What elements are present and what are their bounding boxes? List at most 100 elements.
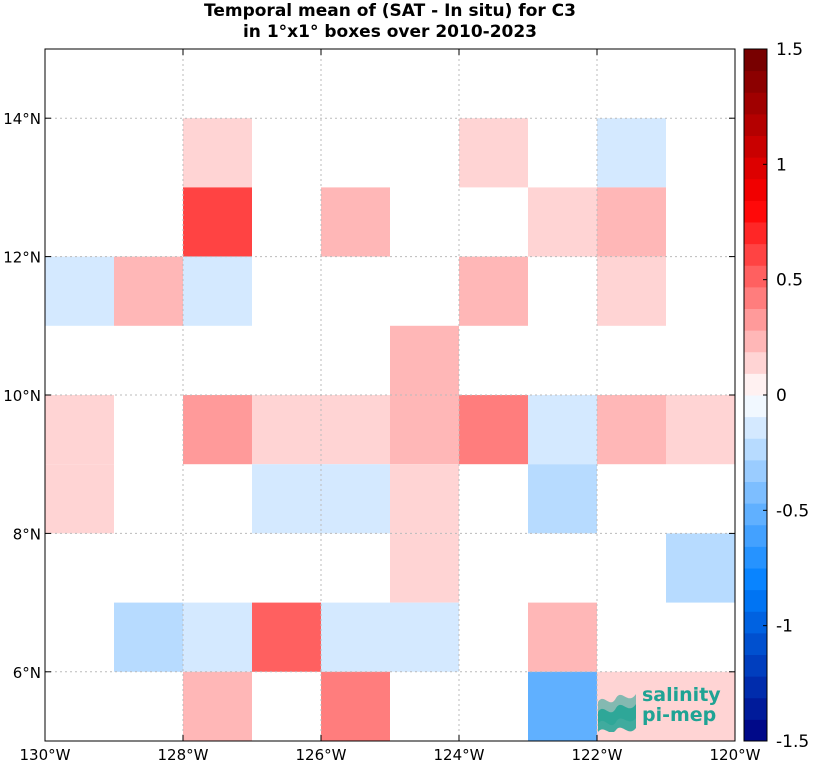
x-axis: 130°W 128°W 126°W 124°W 122°W 120°W [20,49,761,763]
colorbar-tick-label: 1 [776,155,787,175]
colorbar-segment [744,113,767,136]
x-tick-label: 130°W [20,746,71,763]
colorbar-segment [744,395,767,418]
colorbar-segment [744,481,767,504]
heatmap-cell [183,256,252,326]
chart-subtitle: in 1°x1° boxes over 2010-2023 [242,22,538,42]
heatmap-cell [390,602,459,672]
heatmap-cell [183,602,252,672]
heatmap-cell [597,395,666,465]
heatmap-cell [321,464,390,534]
heatmap-cell [252,395,321,465]
colorbar-tick-label: -0.5 [776,501,809,521]
colorbar-segment [744,200,767,223]
heatmap-cell [114,602,183,672]
colorbar-segment [744,524,767,547]
heatmap-cell [459,395,528,465]
heatmap-cell [666,671,735,741]
colorbar-segment [744,265,767,288]
heatmap-cell [528,395,597,465]
colorbar: 1.5 1 0.5 0 -0.5 -1 -1.5 [743,40,809,752]
colorbar-segment [744,676,767,699]
heatmap-cell [321,187,390,257]
colorbar-segment [744,654,767,677]
heatmap-cell [183,671,252,741]
colorbar-segment [744,503,767,526]
heatmap-cell [114,256,183,326]
colorbar-segment [744,351,767,374]
colorbar-segment [744,459,767,482]
colorbar-segment [744,568,767,591]
heatmap-cell [252,602,321,672]
heatmap-cell [597,118,666,188]
x-tick-label: 124°W [434,746,485,763]
heatmap-cell [528,187,597,257]
heatmap-cell [390,533,459,603]
heatmap-cell [459,118,528,188]
x-tick-label: 128°W [158,746,209,763]
y-axis: 6°N 8°N 10°N 12°N 14°N [3,110,735,682]
heatmap-cell [528,671,597,741]
colorbar-segment [744,719,767,742]
colorbar-segment [744,70,767,93]
chart-title: Temporal mean of (SAT - In situ) for C3 [204,1,576,21]
colorbar-segment [744,308,767,331]
logo-text-salinity: salinity [642,684,721,706]
heatmap-cell [45,256,114,326]
grid-lines [45,49,735,741]
colorbar-segment [744,373,767,396]
heatmap-cell [45,395,114,465]
colorbar-segment [744,589,767,612]
heatmap-cell [321,602,390,672]
y-tick-label: 8°N [13,525,41,543]
colorbar-segment [744,92,767,115]
x-tick-label: 126°W [296,746,347,763]
logo-text-pi-mep: pi-mep [642,704,717,726]
colorbar-segment [744,135,767,158]
colorbar-segment [744,416,767,439]
salinity-pi-mep-logo: salinity pi-mep [596,684,722,732]
heatmap-cell [321,671,390,741]
colorbar-segment [744,546,767,569]
heatmap-cell [597,187,666,257]
colorbar-segment [744,49,767,72]
heatmap-cells [45,118,735,741]
y-tick-label: 12°N [3,249,41,267]
x-tick-label: 120°W [710,746,761,763]
wave-logo-icon [598,694,636,732]
y-tick-label: 10°N [3,387,41,405]
heatmap-cell [666,533,735,603]
colorbar-segment [744,697,767,720]
colorbar-segment [744,611,767,634]
y-tick-label: 6°N [13,664,41,682]
heatmap-cell [666,395,735,465]
heatmap-cell [45,464,114,534]
heatmap-cell [321,395,390,465]
heatmap-cell [528,602,597,672]
heatmap-cell [183,395,252,465]
colorbar-segment [744,222,767,245]
colorbar-segment [744,330,767,353]
colorbar-tick-label: -1.5 [776,732,809,752]
colorbar-segment [744,178,767,201]
y-tick-label: 14°N [3,110,41,128]
heatmap-cell [390,325,459,395]
colorbar-segment [744,157,767,180]
heatmap-cell [252,464,321,534]
heatmap-cell [183,187,252,257]
heatmap-cell [528,464,597,534]
colorbar-tick-label: 1.5 [776,40,803,60]
heatmap-cell [390,395,459,465]
heatmap-cell [459,256,528,326]
colorbar-tick-label: -1 [776,617,793,637]
colorbar-segment [744,243,767,266]
colorbar-segment [744,632,767,655]
colorbar-tick-label: 0.5 [776,271,803,291]
heatmap-cell [390,464,459,534]
colorbar-segment [744,438,767,461]
heatmap-cell [597,256,666,326]
colorbar-tick-label: 0 [776,386,787,406]
x-tick-label: 122°W [572,746,623,763]
colorbar-segment [744,286,767,309]
